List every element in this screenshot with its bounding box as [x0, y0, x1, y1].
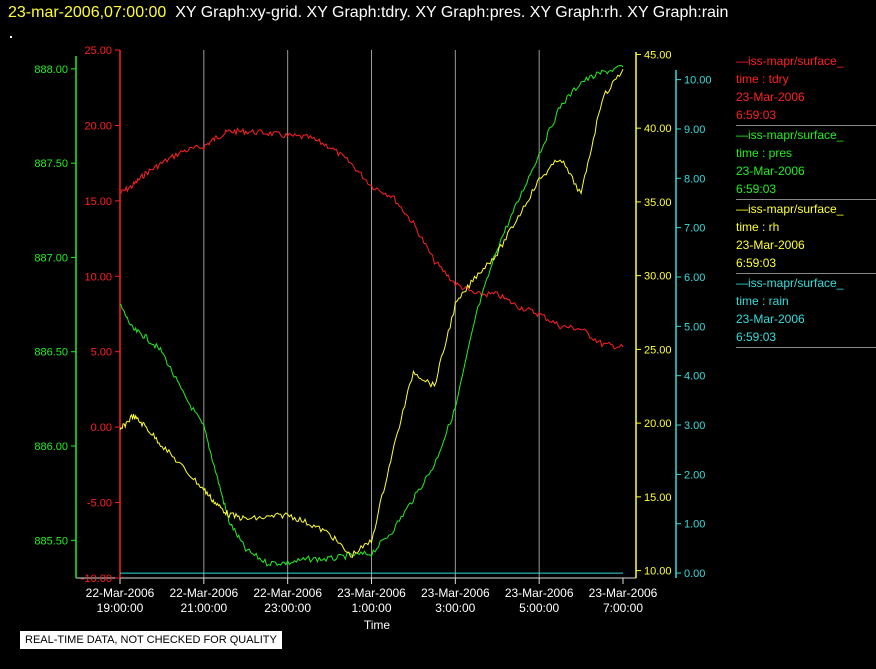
rain-tick-label: 6.00	[684, 272, 705, 284]
legend-entry-pres: —iss-mapr/surface_ time : pres 23-Mar-20…	[736, 126, 876, 200]
legend-time: 6:59:03	[736, 182, 777, 196]
legend-date: 23-Mar-2006	[736, 238, 805, 252]
rain-tick-label: 0.00	[684, 568, 705, 580]
x-tick-date: 22-Mar-2006	[253, 586, 322, 600]
rain-tick-label: 3.00	[684, 420, 705, 432]
x-tick-time: 21:00:00	[180, 601, 227, 615]
pres-tick-label: 886.00	[34, 441, 68, 453]
x-tick-date: 22-Mar-2006	[169, 586, 238, 600]
rain-tick-label: 2.00	[684, 469, 705, 481]
current-time-stamp: 23-mar-2006,07:00:00	[8, 4, 167, 21]
rh-tick-label: 30.00	[644, 271, 672, 283]
pres-tick-label: 887.50	[34, 158, 68, 170]
graph-titles: XY Graph:xy-grid. XY Graph:tdry. XY Grap…	[175, 4, 729, 21]
rain-tick-label: 7.00	[684, 223, 705, 235]
rh-tick-label: 35.00	[644, 197, 672, 209]
rh-tick-label: 15.00	[644, 492, 672, 504]
x-tick-date: 23-Mar-2006	[589, 586, 658, 600]
legend-entry-tdry: —iss-mapr/surface_ time : tdry 23-Mar-20…	[736, 52, 876, 126]
marker-dot	[10, 36, 12, 38]
tdry-tick-label: 15.00	[84, 196, 112, 208]
legend-date: 23-Mar-2006	[736, 164, 805, 178]
legend-variable: time : rain	[736, 294, 789, 308]
rh-series-line	[119, 68, 624, 558]
x-tick-date: 22-Mar-2006	[86, 586, 155, 600]
rain-tick-label: 10.00	[684, 75, 712, 87]
x-tick-date: 23-Mar-2006	[505, 586, 574, 600]
tdry-series-line	[119, 127, 624, 350]
legend-source: —iss-mapr/surface_	[736, 128, 844, 142]
x-tick-time: 23:00:00	[264, 601, 311, 615]
legend-time: 6:59:03	[736, 330, 777, 344]
x-tick-date: 23-Mar-2006	[337, 586, 406, 600]
legend-variable: time : pres	[736, 146, 793, 160]
rain-tick-label: 8.00	[684, 173, 705, 185]
rain-tick-label: 5.00	[684, 321, 705, 333]
legend-source: —iss-mapr/surface_	[736, 54, 844, 68]
tdry-tick-label: 20.00	[84, 120, 112, 132]
rh-tick-label: 40.00	[644, 123, 672, 135]
x-tick-time: 7:00:00	[603, 601, 643, 615]
legend: —iss-mapr/surface_ time : tdry 23-Mar-20…	[736, 52, 876, 348]
x-tick-time: 19:00:00	[97, 601, 144, 615]
legend-date: 23-Mar-2006	[736, 312, 805, 326]
legend-variable: time : tdry	[736, 72, 789, 86]
legend-source: —iss-mapr/surface_	[736, 276, 844, 290]
rh-tick-label: 25.00	[644, 344, 672, 356]
pres-tick-label: 886.50	[34, 347, 68, 359]
tdry-tick-label: 5.00	[91, 347, 112, 359]
tdry-tick-label: -5.00	[87, 498, 112, 510]
graph-title-bar: 23-mar-2006,07:00:00 XY Graph:xy-grid. X…	[8, 2, 728, 24]
rain-tick-label: 9.00	[684, 124, 705, 136]
legend-entry-rh: —iss-mapr/surface_ time : rh 23-Mar-2006…	[736, 200, 876, 274]
tdry-tick-label: 25.00	[84, 45, 112, 57]
rh-tick-label: 10.00	[644, 566, 672, 578]
x-tick-date: 23-Mar-2006	[421, 586, 490, 600]
tdry-tick-label: 0.00	[91, 422, 112, 434]
tdry-tick-label: 10.00	[84, 271, 112, 283]
pres-tick-label: 885.50	[34, 535, 68, 547]
pres-tick-label: 888.00	[34, 64, 68, 76]
x-tick-time: 5:00:00	[519, 601, 559, 615]
legend-date: 23-Mar-2006	[736, 90, 805, 104]
x-tick-time: 3:00:00	[435, 601, 475, 615]
quality-notice: REAL-TIME DATA, NOT CHECKED FOR QUALITY	[20, 631, 282, 649]
legend-entry-rain: —iss-mapr/surface_ time : rain 23-Mar-20…	[736, 274, 876, 348]
x-axis-label: Time	[364, 618, 391, 632]
legend-time: 6:59:03	[736, 256, 777, 270]
legend-time: 6:59:03	[736, 108, 777, 122]
rh-tick-label: 20.00	[644, 418, 672, 430]
pres-tick-label: 887.00	[34, 252, 68, 264]
rain-tick-label: 1.00	[684, 519, 705, 531]
x-tick-time: 1:00:00	[351, 601, 391, 615]
rh-tick-label: 45.00	[644, 49, 672, 61]
legend-variable: time : rh	[736, 220, 780, 234]
rain-tick-label: 4.00	[684, 371, 705, 383]
legend-source: —iss-mapr/surface_	[736, 202, 844, 216]
pres-series-line	[119, 64, 624, 567]
tdry-tick-label: -10.00	[81, 573, 112, 585]
